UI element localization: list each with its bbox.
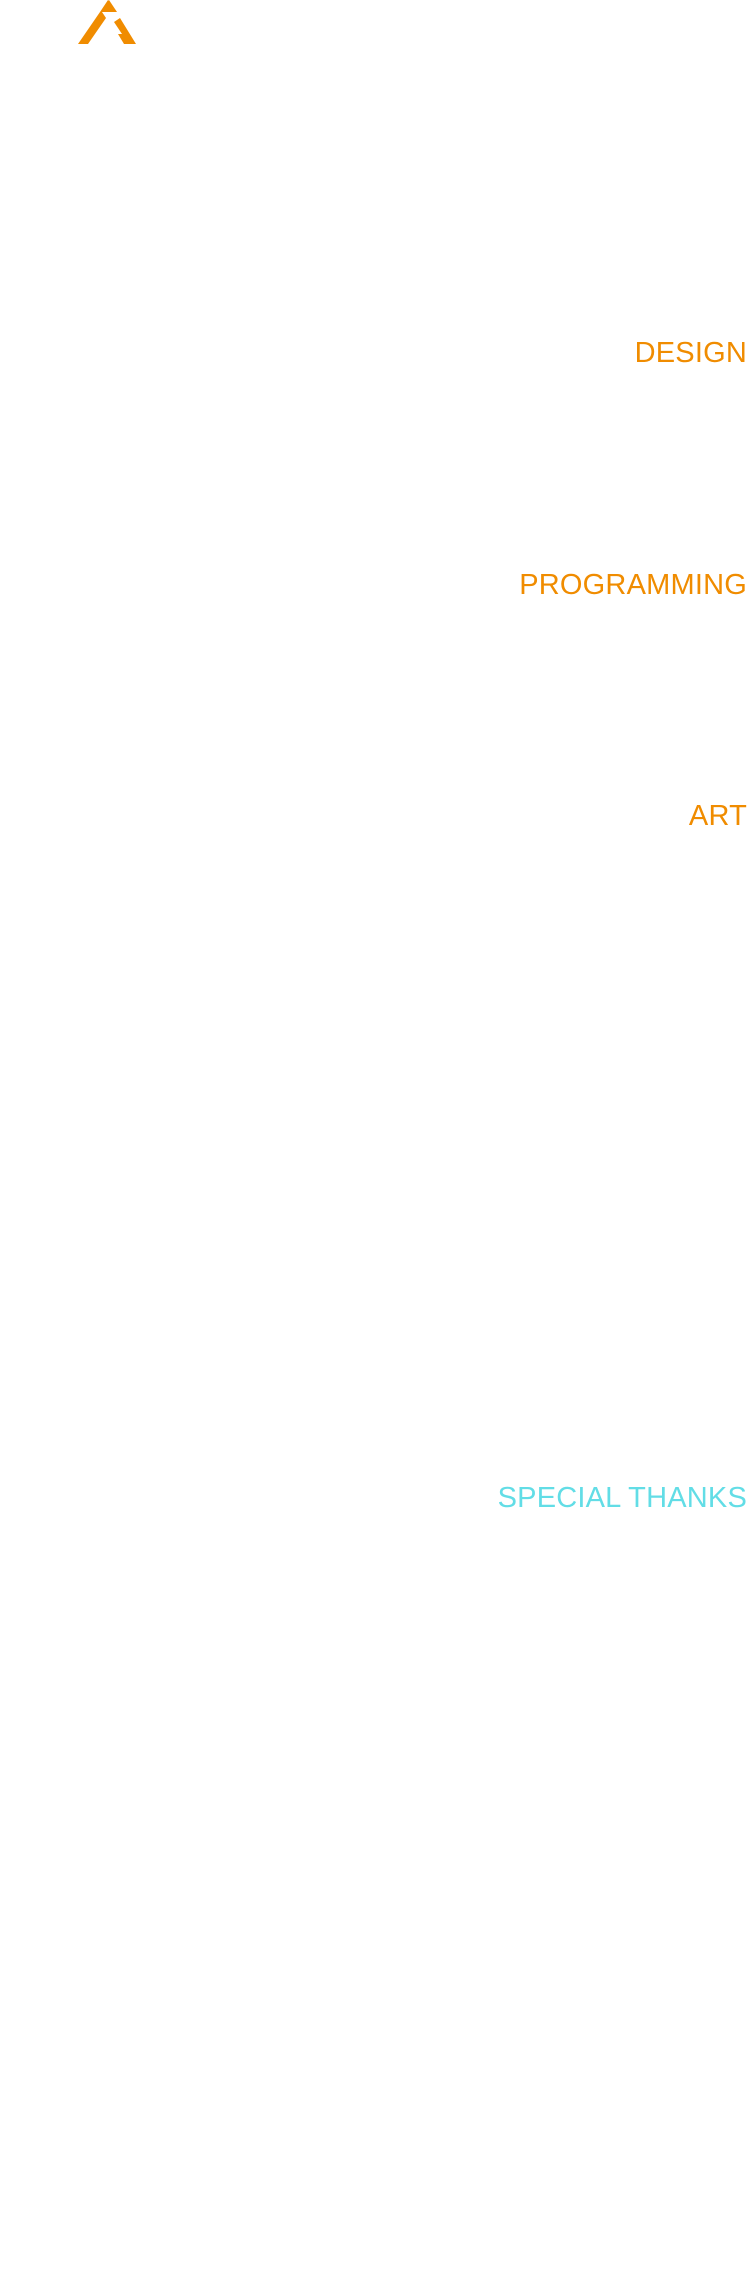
stylized-a-logo-icon (78, 0, 136, 44)
section-heading-design: DESIGN (634, 337, 747, 369)
section-heading-special-thanks: SPECIAL THANKS (497, 1482, 747, 1514)
section-heading-programming: PROGRAMMING (519, 569, 747, 601)
section-heading-art: ART (688, 800, 747, 832)
home-logo-link[interactable] (78, 0, 138, 46)
